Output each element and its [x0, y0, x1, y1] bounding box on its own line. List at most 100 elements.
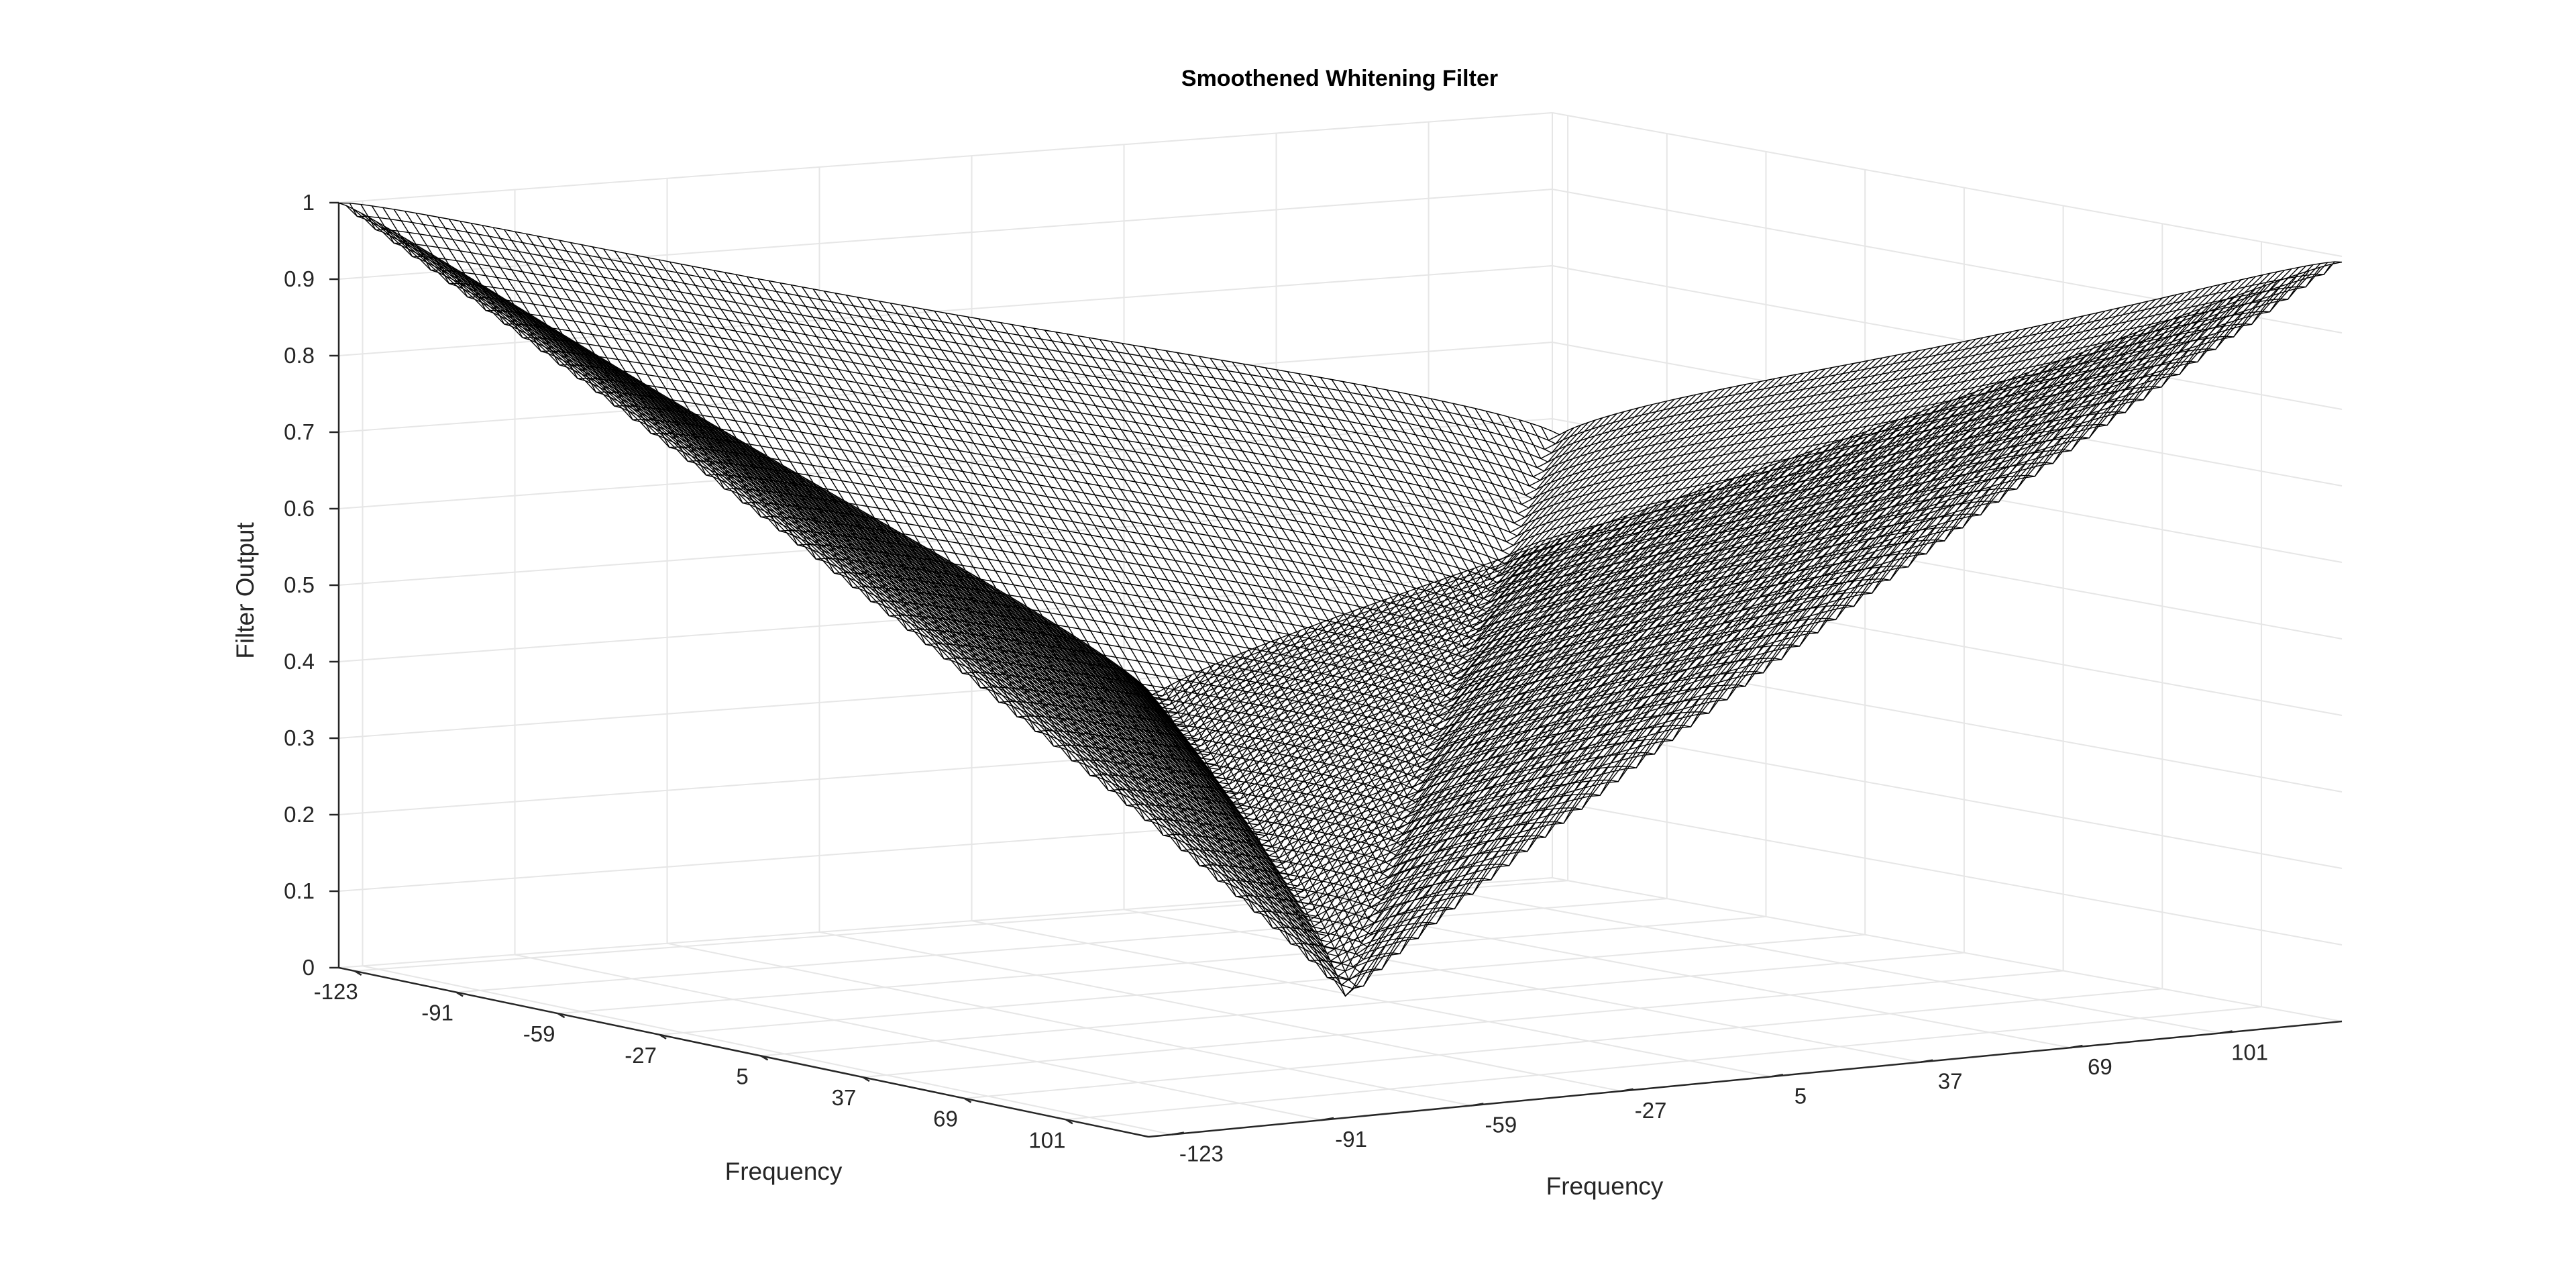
grid-line	[1552, 265, 2343, 410]
mesh-column	[515, 305, 1725, 658]
z-tick-label: 0.8	[284, 343, 315, 368]
mesh-column	[486, 287, 1697, 619]
grid-line	[456, 898, 1667, 993]
mesh-column	[360, 212, 1574, 459]
grid-line	[1552, 495, 2343, 640]
z-tick-label: 0.5	[284, 572, 315, 597]
mesh-column	[971, 295, 2170, 805]
mesh-column	[853, 321, 2055, 893]
mesh-column	[618, 368, 1826, 799]
mesh-column	[920, 307, 2120, 842]
mesh-column	[478, 283, 1689, 609]
chart-title: Smoothened Whitening Filter	[1181, 66, 1498, 91]
mesh-column	[537, 318, 1747, 687]
mesh-column	[471, 278, 1682, 599]
mesh-column	[529, 314, 1739, 677]
mesh-column	[1140, 261, 2335, 697]
mesh-column	[846, 323, 2048, 899]
z-tick-label: 0	[303, 955, 315, 980]
y-tick-label: 5	[1794, 1083, 1807, 1108]
mesh-column	[1133, 262, 2328, 701]
grid-line	[338, 801, 1553, 892]
mesh-column	[551, 327, 1761, 707]
mesh-column	[979, 294, 2178, 800]
mesh-column	[559, 332, 1768, 717]
grid-line	[1428, 886, 2220, 1034]
mesh-column	[544, 323, 1754, 697]
grid-line	[819, 931, 1621, 1092]
x-axis-line	[338, 966, 1149, 1138]
grid-line	[1124, 909, 1921, 1063]
grid-line	[964, 988, 2163, 1099]
mesh-column	[986, 292, 2185, 795]
mesh-column	[816, 330, 2019, 923]
grid-line	[761, 952, 1964, 1057]
mesh-column	[1118, 264, 2314, 710]
mesh-column	[522, 309, 1732, 667]
mesh-column	[375, 220, 1589, 478]
mesh-column	[662, 360, 1869, 863]
grid-line	[1552, 648, 2343, 793]
mesh-column	[729, 347, 1933, 968]
mesh-column	[397, 234, 1611, 505]
mesh-column	[390, 229, 1603, 496]
z-tick-label: 0.3	[284, 725, 315, 750]
mesh-column	[588, 350, 1797, 758]
grid-line	[362, 965, 1173, 1135]
y-tick-mark	[1321, 1117, 1334, 1121]
grid-line	[557, 915, 1766, 1015]
x-tick-label: -123	[314, 979, 358, 1004]
tick-labels: 0 0.1 0.2 0.3 0.4 0.5 0.6 0.7 0.8 0.9 1 -123 -91 -59 -…	[284, 190, 2268, 1166]
x-tick-label: 37	[832, 1085, 857, 1110]
z-tick-label: 0.9	[284, 266, 315, 291]
mesh-column	[927, 305, 2127, 836]
mesh-column	[794, 334, 1998, 943]
z-tick-label: 1	[303, 190, 315, 215]
mesh-column	[1081, 271, 2278, 732]
mesh-column	[1096, 268, 2292, 723]
grid-line	[862, 970, 2063, 1078]
mesh-column	[994, 291, 2192, 790]
mesh-column	[905, 310, 2106, 853]
mesh-column	[1023, 284, 2220, 770]
mesh-column	[780, 337, 1984, 957]
grid-line	[1552, 877, 2343, 1022]
mesh-column	[692, 354, 1898, 908]
y-tick-label: 101	[2231, 1040, 2268, 1065]
y-tick-mark	[1920, 1059, 1933, 1063]
mesh-column	[1089, 270, 2285, 728]
mesh-column	[890, 313, 2091, 864]
grid-line	[338, 877, 1553, 968]
grid-line	[1552, 724, 2343, 869]
mesh-column	[942, 302, 2141, 825]
y-tick-label: 37	[1938, 1069, 1963, 1094]
y-tick-mark	[1471, 1103, 1484, 1107]
mesh-column	[419, 246, 1632, 533]
x-tick-mark	[862, 1076, 870, 1082]
mesh-column	[736, 346, 1941, 981]
grid-line	[338, 189, 1553, 280]
z-tick-label: 0.6	[284, 496, 315, 521]
grid-line	[515, 954, 1322, 1121]
mesh-column	[412, 242, 1625, 524]
x-tick-mark	[963, 1097, 972, 1103]
mesh-column	[1044, 279, 2242, 756]
y-tick-label: -91	[1335, 1127, 1367, 1152]
mesh-column	[1074, 272, 2271, 737]
mesh-column	[596, 354, 1804, 768]
x-tick-mark	[455, 991, 464, 997]
mesh-column	[824, 327, 2027, 917]
mesh-column	[507, 300, 1718, 648]
mesh-column	[1016, 285, 2213, 775]
mesh-column	[677, 357, 1883, 885]
grid-line	[667, 942, 1472, 1107]
mesh-column	[345, 205, 1560, 441]
y-tick-mark	[2220, 1030, 2233, 1034]
grid-line	[338, 342, 1553, 433]
mesh-column	[655, 361, 1862, 852]
x-tick-mark	[557, 1013, 566, 1019]
x-tick-label: 69	[933, 1107, 958, 1131]
mesh-column	[1030, 283, 2228, 765]
z-tick-label: 0.2	[284, 802, 315, 827]
